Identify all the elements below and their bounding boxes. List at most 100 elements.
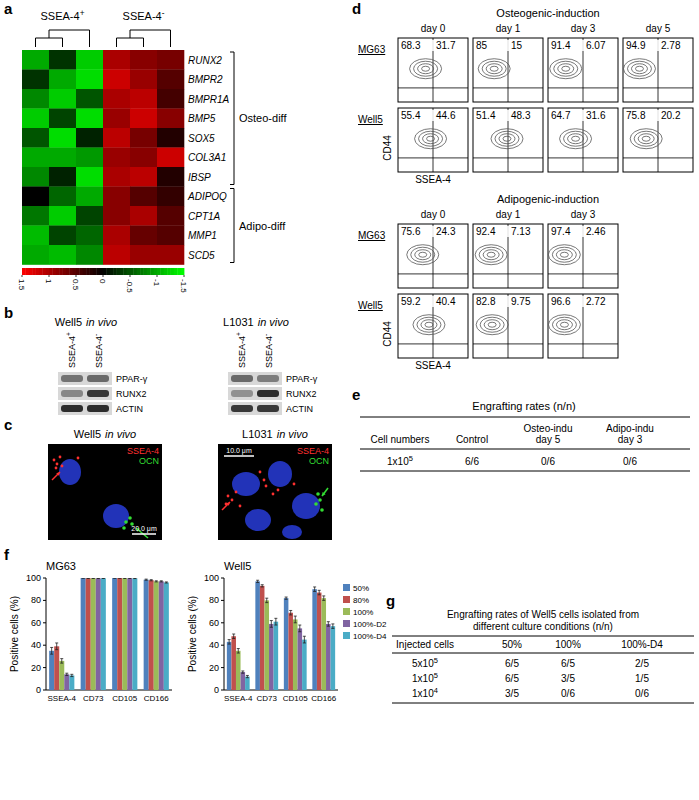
legend-swatch bbox=[343, 608, 350, 615]
line bbox=[257, 580, 258, 582]
contour bbox=[425, 322, 433, 327]
line bbox=[271, 621, 272, 628]
error-bar bbox=[327, 622, 330, 626]
colorbar-tick-label: -1 bbox=[152, 279, 161, 287]
plot-frame bbox=[398, 38, 468, 102]
heat-cell bbox=[157, 148, 184, 168]
legend-swatch bbox=[343, 620, 350, 627]
bar bbox=[86, 578, 91, 690]
sample: L1031 bbox=[223, 316, 254, 328]
axis-label: SSEA-4 bbox=[415, 174, 451, 185]
plot-frame bbox=[548, 108, 618, 172]
quadrant-value: 64.7 bbox=[551, 110, 571, 121]
line bbox=[50, 654, 53, 655]
line bbox=[274, 618, 277, 619]
flow-section: Adipogenic-inductionday 0day 1day 3MG637… bbox=[358, 193, 618, 371]
line bbox=[229, 640, 230, 644]
error-bar bbox=[118, 578, 121, 579]
colorbar-segment bbox=[181, 268, 185, 275]
colorbar-segment bbox=[137, 268, 141, 275]
contour bbox=[635, 66, 643, 71]
line bbox=[124, 578, 125, 579]
line bbox=[234, 52, 235, 185]
label-sign: + bbox=[235, 332, 242, 336]
line bbox=[123, 578, 126, 579]
nucleus bbox=[232, 472, 260, 496]
heat-cell bbox=[76, 89, 103, 109]
colorbar-segment bbox=[46, 268, 50, 275]
protein-label: PPAR-γ bbox=[116, 374, 148, 384]
colorbar-tick-label: -1.5 bbox=[179, 279, 188, 293]
bar bbox=[154, 581, 159, 690]
bar bbox=[59, 661, 64, 690]
line bbox=[270, 627, 273, 628]
bar bbox=[326, 624, 331, 690]
contour bbox=[556, 320, 572, 330]
line bbox=[89, 30, 90, 47]
contour bbox=[423, 134, 439, 144]
bar bbox=[284, 598, 289, 690]
plot-frame bbox=[623, 38, 693, 102]
heat-cell bbox=[130, 148, 157, 168]
line bbox=[246, 675, 249, 676]
contour bbox=[560, 129, 592, 149]
contour bbox=[642, 136, 650, 141]
contour bbox=[411, 247, 435, 262]
quadrant-value: 82.8 bbox=[476, 296, 496, 307]
line bbox=[92, 578, 95, 579]
heat-cell bbox=[76, 245, 103, 265]
table-cell: day 5 bbox=[536, 434, 561, 445]
ocn-signal bbox=[128, 516, 132, 520]
heat-cell bbox=[130, 167, 157, 187]
line bbox=[62, 38, 63, 47]
line bbox=[228, 639, 231, 640]
band bbox=[231, 375, 253, 382]
line bbox=[70, 676, 73, 677]
line bbox=[548, 273, 618, 274]
contour bbox=[503, 136, 511, 141]
heat-cell bbox=[22, 148, 49, 168]
category-label: SSEA-4 bbox=[48, 694, 77, 703]
table-e: Engrafting rates (n/n)Cell numbersContro… bbox=[360, 400, 690, 471]
colorbar-segment bbox=[150, 268, 154, 275]
tick bbox=[43, 667, 46, 668]
label-backdrop bbox=[399, 226, 467, 237]
tick bbox=[221, 645, 224, 646]
arrow-head bbox=[56, 472, 60, 476]
ssea4-signal bbox=[55, 467, 58, 470]
y-axis bbox=[224, 578, 225, 690]
table-cell: 1x105 bbox=[412, 671, 438, 684]
label-sign: + bbox=[65, 332, 72, 336]
line bbox=[230, 262, 234, 263]
table-cell: 100% bbox=[555, 639, 581, 650]
line bbox=[232, 634, 235, 635]
line bbox=[87, 578, 90, 579]
gene-label: RUNX2 bbox=[188, 55, 222, 66]
error-bar bbox=[228, 640, 231, 644]
line bbox=[66, 673, 67, 675]
table-cell: 0/6 bbox=[561, 688, 575, 699]
colorbar-segment bbox=[100, 268, 104, 275]
day-label: day 3 bbox=[571, 23, 596, 34]
contour bbox=[491, 129, 523, 149]
line bbox=[88, 578, 89, 579]
blot-title: L1031in vivo bbox=[223, 316, 289, 328]
colorbar-segment bbox=[164, 268, 168, 275]
heat-cell bbox=[103, 167, 130, 187]
bar bbox=[69, 675, 74, 690]
error-bar bbox=[55, 643, 58, 650]
gene-label: SCD5 bbox=[188, 250, 215, 261]
band bbox=[231, 405, 253, 412]
heat-cell bbox=[130, 70, 157, 90]
line bbox=[160, 580, 163, 581]
colorbar-segment bbox=[83, 268, 87, 275]
line bbox=[327, 621, 330, 622]
line bbox=[299, 625, 300, 632]
error-bar bbox=[50, 647, 53, 654]
protein-label: RUNX2 bbox=[286, 389, 317, 399]
error-bar bbox=[155, 581, 158, 582]
tick bbox=[221, 578, 224, 579]
table-cell: 5x105 bbox=[412, 656, 438, 669]
line bbox=[328, 622, 329, 626]
line bbox=[61, 659, 62, 663]
